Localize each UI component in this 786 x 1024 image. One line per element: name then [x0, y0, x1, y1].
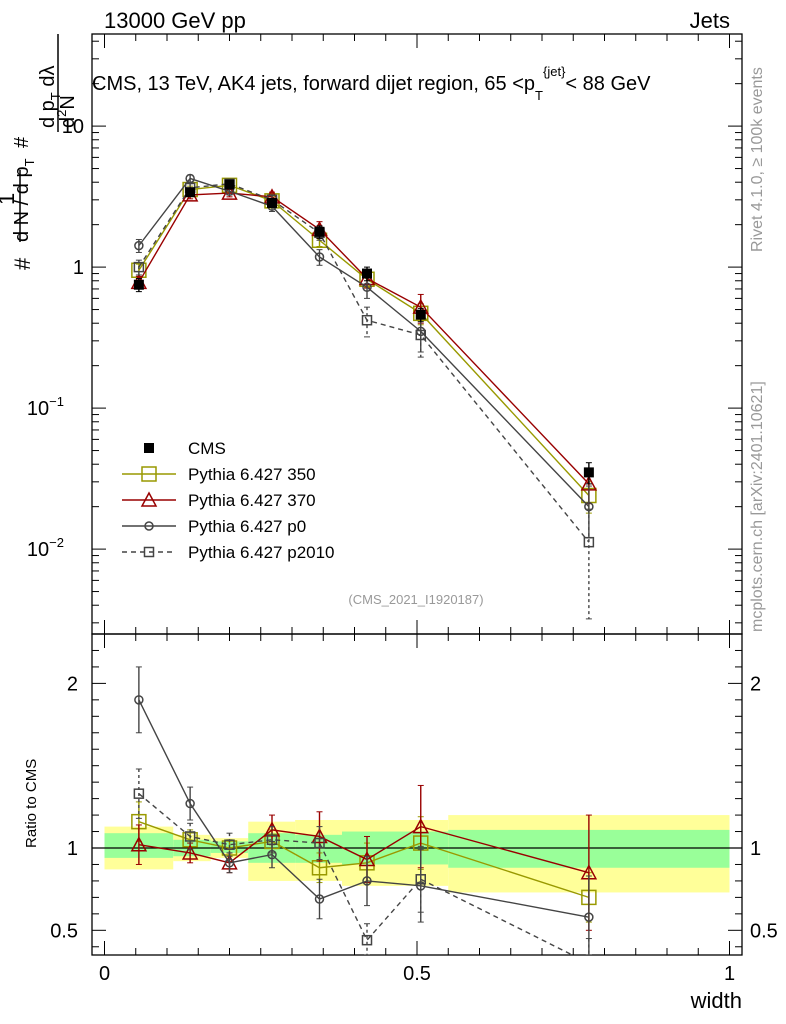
- marker-point: [314, 252, 325, 262]
- marker-point: [314, 837, 325, 849]
- marker-point: [314, 226, 325, 237]
- marker-point: [361, 934, 373, 946]
- marker-point: [134, 240, 144, 251]
- marker-point: [224, 839, 235, 850]
- ratio-y-axis-label: Ratio to CMS: [23, 759, 40, 848]
- series-pythia-6-427-p2010: [133, 768, 592, 955]
- marker-point: [583, 536, 595, 548]
- series-line: [138, 825, 590, 874]
- marker-point: [361, 314, 373, 326]
- marker-point: [144, 443, 154, 453]
- rivet-version-label: Rivet 4.1.0, ≥ 100k events: [749, 67, 766, 252]
- series-pythia-6-427-p0: [134, 666, 594, 955]
- marker-point: [134, 695, 144, 705]
- marker-point: [143, 546, 155, 558]
- legend-entry: CMS: [144, 439, 226, 458]
- series-line: [138, 177, 590, 508]
- series-line: [138, 793, 574, 955]
- marker-point: [362, 282, 372, 292]
- ratio-y-tick-label: 2: [67, 673, 78, 695]
- ylabel-prefix: #: [10, 257, 35, 270]
- legend-entry: Pythia 6.427 370: [122, 491, 316, 510]
- marker-point: [314, 894, 325, 904]
- ylabel-numerator-one: 1: [0, 193, 19, 205]
- marker-point: [224, 858, 235, 868]
- legend-entry: Pythia 6.427 350: [122, 465, 316, 484]
- marker-point: [584, 912, 594, 922]
- x-tick-label: 1: [724, 963, 735, 985]
- legend: CMS Pythia 6.427 350 Pythia 6.427 370 Pythi…: [122, 439, 335, 562]
- legend-label: Pythia 6.427 350: [188, 465, 316, 484]
- ratio-plot-area: 0 0.5 1 0.5 0.5 1 1 2 2: [50, 633, 778, 985]
- ratio-y-tick-label: 1: [67, 838, 78, 860]
- svg-text:d2N: d2N: [54, 95, 79, 128]
- marker-point: [415, 309, 426, 320]
- marker-point: [224, 179, 235, 190]
- main-y-axis-label: # d N / d pT 1 # d2N d pT dλ: [0, 34, 79, 270]
- marker-point: [184, 831, 196, 842]
- marker-point: [133, 788, 145, 799]
- svg-text:#: #: [11, 136, 33, 148]
- marker-point: [144, 521, 154, 531]
- legend-entry: Pythia 6.427 p2010: [122, 543, 335, 562]
- marker-point: [181, 844, 199, 860]
- main-plot-area: 10−2 10−1 1 10: [27, 33, 743, 648]
- ratio-y-tick-label-right: 2: [750, 673, 761, 695]
- category-label: Jets: [690, 8, 730, 33]
- legend-label: Pythia 6.427 p2010: [188, 543, 335, 562]
- series-line: [138, 192, 590, 485]
- marker-point: [362, 268, 372, 279]
- marker-point: [415, 874, 426, 885]
- marker-point: [362, 876, 372, 886]
- ylabel-denominator: d N / d p: [11, 166, 33, 242]
- mcplots-credit-label: mcplots.cern.ch [arXiv:2401.10621]: [749, 381, 766, 632]
- analysis-watermark: (CMS_2021_I1920187): [348, 592, 483, 607]
- ratio-y-tick-label-right: 1: [750, 838, 761, 860]
- y-tick-label: 1: [73, 257, 84, 279]
- marker-point: [415, 329, 426, 341]
- series-line: [138, 183, 590, 543]
- x-axis-label: width: [690, 988, 742, 1013]
- marker-point: [141, 466, 157, 482]
- svg-text:#: #: [10, 257, 35, 270]
- marker-point: [140, 491, 158, 507]
- marker-point: [185, 187, 196, 198]
- series-pythia-6-427-350: [131, 177, 597, 514]
- y-tick-label: 10−1: [27, 394, 64, 420]
- x-tick-label: 0.5: [403, 963, 431, 985]
- marker-point: [130, 836, 148, 852]
- y-tick-label: 10−2: [27, 535, 64, 561]
- marker-point: [267, 197, 277, 208]
- marker-point: [133, 279, 144, 290]
- x-tick-label: 0: [99, 963, 110, 985]
- series-line: [138, 699, 590, 918]
- ratio-y-tick-label: 0.5: [50, 920, 78, 942]
- marker-point: [583, 467, 594, 478]
- marker-point: [412, 818, 430, 834]
- marker-point: [133, 261, 145, 273]
- y-tick-label: 10: [62, 116, 84, 138]
- legend-label: Pythia 6.427 370: [188, 491, 316, 510]
- legend-label: Pythia 6.427 p0: [188, 517, 306, 536]
- marker-point: [267, 849, 277, 860]
- svg-text:d N / d pT: d N / d pT: [11, 158, 37, 242]
- ratio-series-group: [130, 666, 598, 955]
- ylabel-d2: d: [57, 117, 79, 128]
- marker-point: [185, 798, 195, 809]
- svg-text:d pT dλ: d pT dλ: [37, 66, 63, 128]
- legend-entry: Pythia 6.427 p0: [122, 517, 306, 536]
- ratio-y-tick-label-right: 0.5: [750, 920, 778, 942]
- series-cms: [133, 179, 594, 485]
- marker-point: [266, 834, 278, 846]
- marker-point: [185, 173, 195, 184]
- main-title: CMS, 13 TeV, AK4 jets, forward dijet reg…: [92, 64, 651, 103]
- legend-label: CMS: [188, 439, 226, 458]
- marker-point: [311, 827, 328, 844]
- energy-label: 13000 GeV pp: [104, 8, 246, 33]
